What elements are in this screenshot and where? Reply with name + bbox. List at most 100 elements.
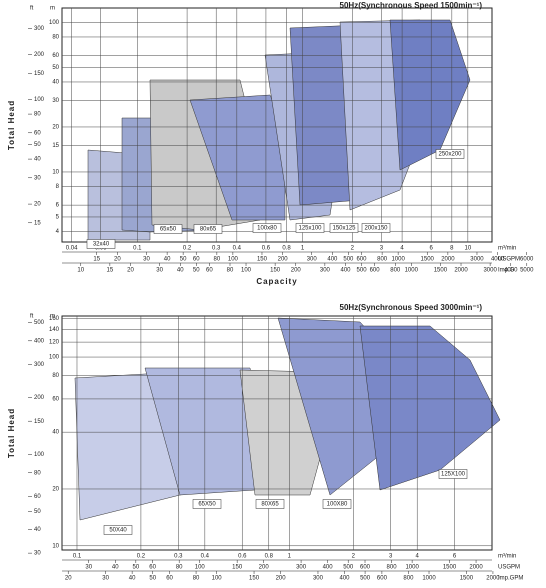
usgpm-tick-label: 1500: [443, 565, 457, 571]
usgpm-tick-label: 500: [343, 257, 354, 263]
size-label: 32x40: [93, 242, 110, 248]
y-axis-label: Total Head: [7, 408, 16, 458]
y-axis-label: Total Head: [7, 100, 16, 150]
usgpm-tick-label: 500: [343, 565, 354, 571]
impg-tick-label: 100: [241, 268, 252, 274]
impg-tick-label: 500: [357, 268, 368, 274]
impg-tick-label: 30: [102, 576, 109, 582]
usgpm-tick-label: 2000: [441, 257, 455, 263]
x-tick-label: 0.2: [137, 554, 146, 560]
impg-tick-label: 80: [227, 268, 234, 274]
usgpm-tick-label: 800: [387, 565, 398, 571]
usgpm-tick-label: 200: [259, 565, 270, 571]
impg-tick-label: 5000: [520, 268, 534, 274]
usgpm-tick-label: 100: [195, 565, 206, 571]
ft-unit: ft: [30, 314, 34, 320]
usgpm-tick-label: 50: [132, 565, 139, 571]
usgpm-tick-label: 50: [180, 257, 187, 263]
usgpm-tick-label: 30: [85, 565, 92, 571]
usgpm-tick-label: 2000: [469, 565, 483, 571]
usgpm-unit: USGPM: [498, 257, 520, 263]
x-tick-label: 2: [351, 246, 355, 252]
x-tick-label: 6: [453, 554, 457, 560]
size-box: [193, 224, 223, 234]
impg-tick-label: 4000: [504, 268, 518, 274]
impg-unit: Imp.GPM: [498, 576, 523, 582]
size-label: 250x200: [438, 152, 462, 158]
usgpm-tick-label: 800: [377, 257, 388, 263]
usgpm-tick-label: 15: [93, 257, 100, 263]
model-region: [389, 19, 471, 171]
ft-tick-label: 500: [34, 320, 45, 326]
impg-tick-label: 800: [390, 268, 401, 274]
plot-frame: [61, 7, 493, 243]
size-label: 80X65: [261, 502, 279, 508]
x-tick-label: 3: [389, 554, 393, 560]
impg-tick-label: 50: [149, 576, 156, 582]
ft-tick-label: 100: [34, 97, 45, 103]
x-axis-label: Capacity: [256, 277, 297, 286]
usgpm-tick-label: 1000: [391, 257, 405, 263]
usgpm-tick-label: 400: [327, 257, 338, 263]
impg-tick-label: 1000: [405, 268, 419, 274]
ft-tick-label: 50: [34, 142, 41, 148]
usgpm-tick-label: 600: [360, 565, 371, 571]
panel-title: 50Hz(Synchronous Speed 1500min⁻¹): [340, 1, 483, 10]
m-tick-label: 10: [52, 170, 59, 176]
x-tick-label: 10: [465, 246, 472, 252]
usgpm-tick-label: 300: [307, 257, 318, 263]
m-tick-label: 160: [49, 316, 60, 322]
m-tick-label: 30: [52, 98, 59, 104]
x-tick-label: 6: [430, 246, 434, 252]
x-tick-label: 2: [352, 554, 356, 560]
m-tick-label: 20: [52, 487, 59, 493]
size-box: [252, 223, 282, 233]
size-label: 65X50: [198, 502, 216, 508]
x-tick-label: 0.1: [133, 246, 142, 252]
impg-tick-label: 400: [341, 268, 352, 274]
ft-tick-label: 60: [34, 130, 41, 136]
usgpm-tick-label: 6000: [520, 257, 534, 263]
usgpm-tick-label: 150: [257, 257, 268, 263]
impg-tick-label: 600: [377, 576, 388, 582]
impg-tick-label: 200: [291, 268, 302, 274]
ft-tick-label: 300: [34, 362, 45, 368]
size-box: [103, 525, 133, 535]
x-unit: m³/min: [498, 246, 516, 252]
impg-tick-label: 300: [320, 268, 331, 274]
impg-tick-label: 30: [156, 268, 163, 274]
size-label: 125x100: [298, 226, 322, 232]
x-tick-label: 8: [450, 246, 454, 252]
impg-tick-label: 400: [339, 576, 350, 582]
impg-tick-label: 60: [206, 268, 213, 274]
size-box: [435, 149, 465, 159]
impg-tick-label: 300: [313, 576, 324, 582]
ft-tick-label: 300: [34, 26, 45, 32]
size-box: [86, 239, 116, 249]
size-label: 80x65: [200, 227, 217, 233]
ft-tick-label: 200: [34, 52, 45, 58]
usgpm-tick-label: 60: [149, 565, 156, 571]
impg-tick-label: 50: [193, 268, 200, 274]
size-box: [361, 223, 391, 233]
ft-tick-label: 50: [34, 509, 41, 515]
m-tick-label: 4: [56, 229, 60, 235]
x-tick-label: 0.4: [233, 246, 242, 252]
m-tick-label: 80: [52, 373, 59, 379]
m-tick-label: 140: [49, 327, 60, 333]
m-tick-label: 15: [52, 143, 59, 149]
m-tick-label: 40: [52, 430, 59, 436]
m-tick-label: 6: [56, 203, 60, 209]
usgpm-tick-label: 400: [323, 565, 334, 571]
ft-tick-label: 15: [34, 220, 41, 226]
usgpm-tick-label: 80: [214, 257, 221, 263]
size-box: [322, 499, 352, 509]
impg-tick-label: 100: [212, 576, 223, 582]
x-tick-label: 0.3: [174, 554, 183, 560]
m-tick-label: 60: [52, 53, 59, 59]
ft-tick-label: 150: [34, 419, 45, 425]
m-tick-label: 60: [52, 397, 59, 403]
x-tick-label: 0.6: [262, 246, 271, 252]
size-label: 65x50: [160, 227, 177, 233]
